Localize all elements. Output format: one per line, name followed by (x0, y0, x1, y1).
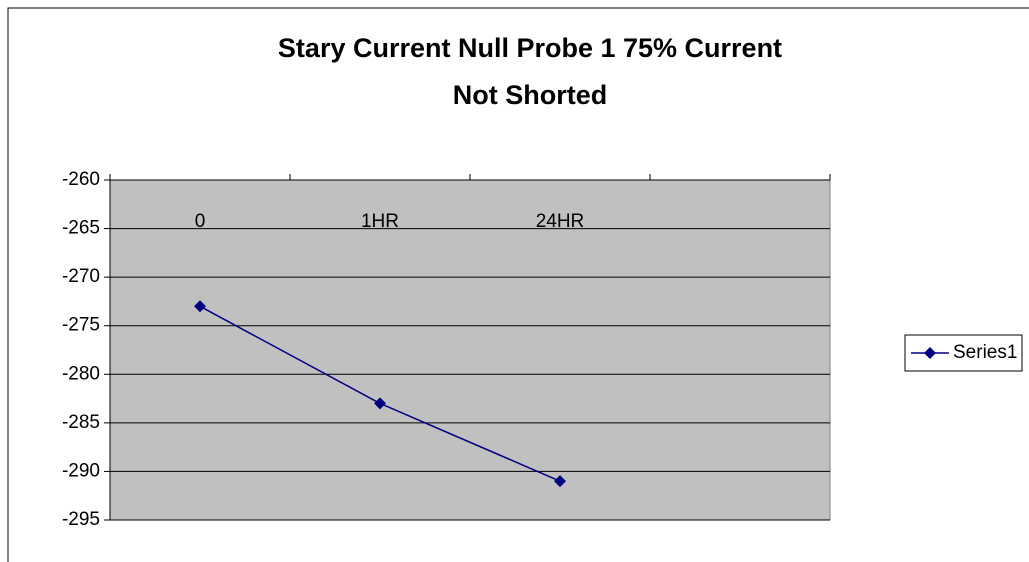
y-tick-label: -295 (62, 509, 100, 530)
chart-title: Not Shorted (453, 80, 608, 110)
x-tick-label: 0 (195, 211, 206, 232)
y-tick-label: -260 (62, 169, 100, 190)
y-tick-label: -280 (62, 363, 100, 384)
data-point (194, 300, 206, 313)
legend-label: Series1 (953, 342, 1017, 363)
data-point (554, 475, 566, 488)
y-tick-label: -275 (62, 315, 100, 336)
y-tick-label: -265 (62, 218, 100, 239)
data-point (374, 397, 386, 410)
y-tick-label: -270 (62, 266, 100, 287)
y-tick-label: -290 (62, 460, 100, 481)
x-tick-label: 24HR (536, 211, 585, 232)
legend-marker (924, 347, 936, 359)
x-tick-label: 1HR (361, 211, 399, 232)
y-tick-label: -285 (62, 412, 100, 433)
chart-title: Stary Current Null Probe 1 75% Current (278, 33, 782, 63)
plot-area (109, 179, 831, 521)
